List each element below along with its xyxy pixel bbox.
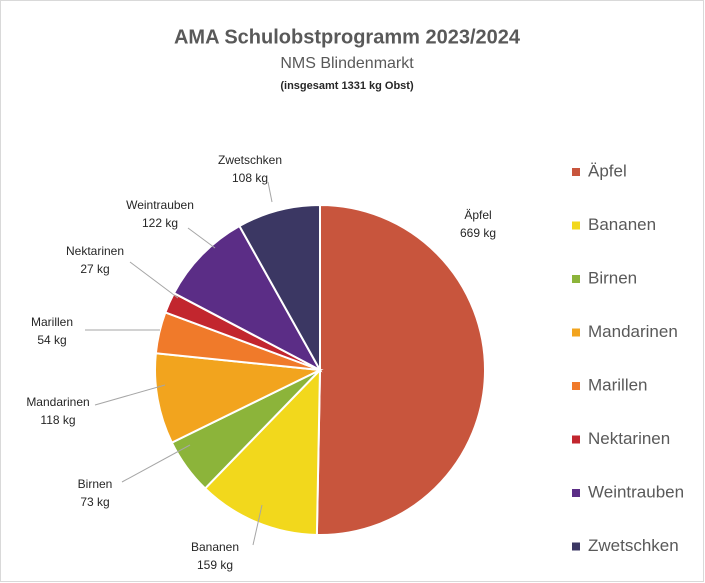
legend-marker: [572, 329, 580, 337]
slice-category-label: Birnen: [78, 477, 113, 491]
legend-label: Bananen: [588, 215, 656, 234]
legend-label: Birnen: [588, 268, 637, 287]
legend-marker: [572, 543, 580, 551]
legend-marker: [572, 275, 580, 283]
slice-category-label: Äpfel: [464, 208, 491, 222]
slice-category-label: Mandarinen: [26, 395, 89, 409]
slice-value-label: 122 kg: [142, 216, 178, 230]
legend-label: Äpfel: [588, 161, 627, 180]
chart-title: AMA Schulobstprogramm 2023/2024: [174, 26, 521, 48]
chart-note: (insgesamt 1331 kg Obst): [280, 80, 414, 92]
slice-category-label: Bananen: [191, 540, 239, 554]
legend-label: Marillen: [588, 375, 648, 394]
slice-category-label: Nektarinen: [66, 244, 124, 258]
slice-value-label: 54 kg: [37, 333, 66, 347]
slice-value-label: 27 kg: [80, 262, 109, 276]
slice-category-label: Marillen: [31, 315, 73, 329]
legend-marker: [572, 222, 580, 230]
legend-marker: [572, 382, 580, 390]
legend-label: Zwetschken: [588, 536, 679, 555]
chart-subtitle: NMS Blindenmarkt: [280, 55, 414, 72]
slice-value-label: 108 kg: [232, 171, 268, 185]
legend-marker: [572, 168, 580, 176]
legend-label: Mandarinen: [588, 322, 678, 341]
legend-marker: [572, 489, 580, 497]
chart: AMA Schulobstprogramm 2023/2024 NMS Blin…: [0, 0, 705, 583]
slice-value-label: 118 kg: [40, 413, 75, 427]
legend-label: Nektarinen: [588, 429, 670, 448]
slice-category-label: Weintrauben: [126, 198, 194, 212]
legend-label: Weintrauben: [588, 482, 684, 501]
slice-value-label: 159 kg: [197, 558, 233, 572]
slice-value-label: 73 kg: [80, 495, 109, 509]
slice-value-label: 669 kg: [460, 226, 496, 240]
legend-marker: [572, 436, 580, 444]
slice-category-label: Zwetschken: [218, 153, 282, 167]
